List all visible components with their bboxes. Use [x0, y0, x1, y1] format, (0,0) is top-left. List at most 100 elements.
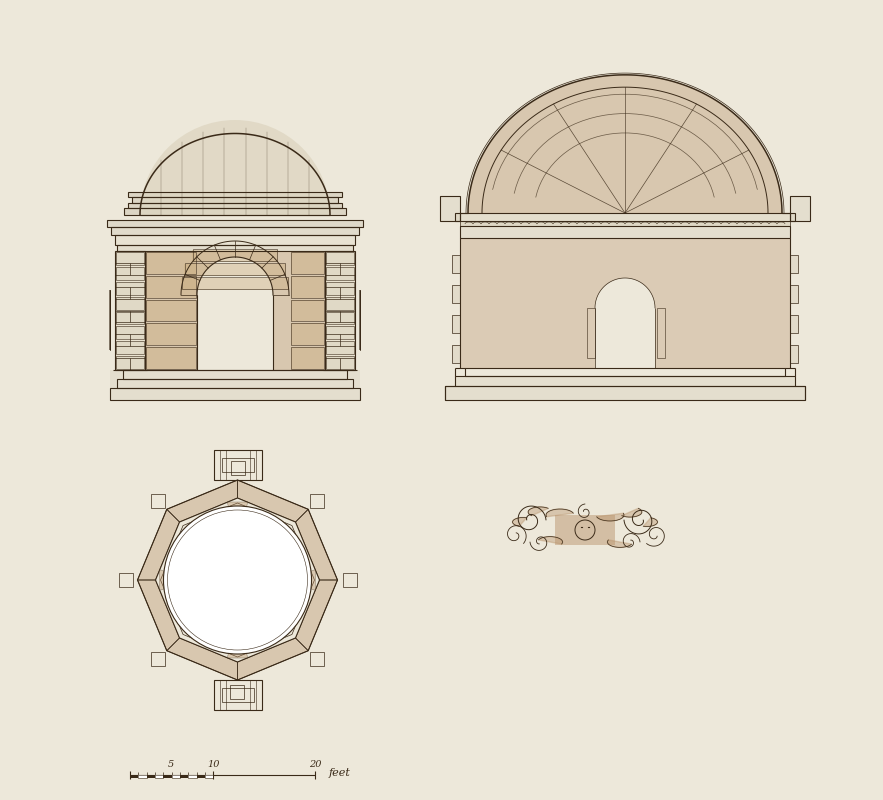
Bar — [130, 775, 139, 778]
Bar — [117, 245, 353, 251]
Bar — [790, 196, 810, 221]
Bar — [310, 494, 324, 508]
Polygon shape — [546, 509, 573, 517]
Bar — [452, 255, 460, 273]
Bar — [151, 494, 165, 508]
Bar — [230, 685, 245, 699]
Bar — [214, 680, 261, 710]
Polygon shape — [167, 638, 238, 680]
Bar — [440, 196, 460, 221]
Bar — [310, 652, 324, 666]
Bar — [145, 251, 325, 370]
Bar — [116, 326, 144, 339]
Bar — [111, 227, 359, 235]
Bar — [132, 197, 338, 203]
Bar — [326, 282, 354, 294]
Bar — [123, 370, 347, 379]
Bar — [185, 263, 284, 275]
Polygon shape — [138, 580, 179, 650]
Bar — [116, 297, 144, 310]
Bar — [291, 252, 324, 274]
Bar — [147, 775, 155, 778]
Bar — [555, 515, 615, 545]
Bar — [790, 315, 798, 333]
Bar — [205, 775, 214, 778]
Bar — [115, 235, 355, 245]
Polygon shape — [597, 514, 624, 521]
Bar — [124, 208, 346, 215]
Bar — [455, 376, 795, 386]
Bar — [111, 227, 359, 235]
Bar — [197, 295, 273, 370]
Bar — [790, 255, 798, 273]
Bar — [128, 203, 342, 208]
Bar — [146, 323, 196, 346]
Bar — [116, 252, 144, 265]
Polygon shape — [512, 518, 527, 526]
Bar — [326, 342, 354, 354]
Bar — [452, 345, 460, 363]
Bar — [146, 276, 196, 298]
Bar — [326, 267, 354, 280]
Bar — [452, 255, 460, 273]
Bar — [220, 450, 225, 480]
Bar — [116, 311, 144, 324]
Bar — [155, 775, 163, 778]
Bar — [222, 688, 253, 702]
Bar — [465, 368, 785, 376]
Bar — [188, 775, 197, 778]
Bar — [445, 386, 805, 400]
Bar — [291, 299, 324, 322]
Bar — [192, 250, 278, 262]
Bar — [205, 775, 214, 778]
Text: 20: 20 — [309, 760, 321, 769]
Bar — [214, 450, 261, 480]
Bar — [452, 345, 460, 363]
Bar — [325, 251, 355, 370]
Bar — [452, 285, 460, 303]
Bar — [326, 311, 354, 324]
Polygon shape — [238, 480, 308, 522]
Bar — [110, 388, 360, 400]
Wedge shape — [306, 570, 315, 590]
Bar — [116, 342, 144, 354]
Bar — [326, 356, 354, 369]
Bar — [128, 192, 342, 197]
Bar — [326, 326, 354, 339]
Bar — [107, 220, 363, 227]
Bar — [116, 356, 144, 369]
Bar — [326, 356, 354, 369]
Bar — [139, 775, 147, 778]
Bar — [326, 326, 354, 339]
Wedge shape — [160, 570, 170, 590]
Bar — [230, 461, 245, 475]
Bar — [291, 323, 324, 346]
Bar — [117, 379, 353, 388]
Polygon shape — [296, 510, 337, 580]
Wedge shape — [228, 502, 247, 512]
Bar — [118, 573, 132, 587]
Bar — [291, 276, 324, 298]
Bar — [595, 308, 655, 368]
Polygon shape — [608, 540, 631, 547]
Bar — [139, 775, 147, 778]
Wedge shape — [595, 278, 655, 308]
Text: feet: feet — [329, 768, 351, 778]
Bar — [790, 196, 810, 221]
Bar — [587, 308, 595, 358]
Bar — [146, 347, 196, 369]
Bar — [790, 285, 798, 303]
Bar — [188, 775, 197, 778]
Bar — [197, 775, 205, 778]
Bar — [440, 196, 460, 221]
Bar — [117, 245, 353, 251]
Bar — [185, 264, 285, 276]
Bar — [171, 775, 180, 778]
Bar — [310, 494, 324, 508]
Polygon shape — [528, 507, 548, 516]
Bar — [291, 347, 324, 369]
Bar — [146, 323, 196, 346]
Bar — [115, 235, 355, 245]
Bar — [116, 252, 144, 265]
Bar — [343, 573, 357, 587]
